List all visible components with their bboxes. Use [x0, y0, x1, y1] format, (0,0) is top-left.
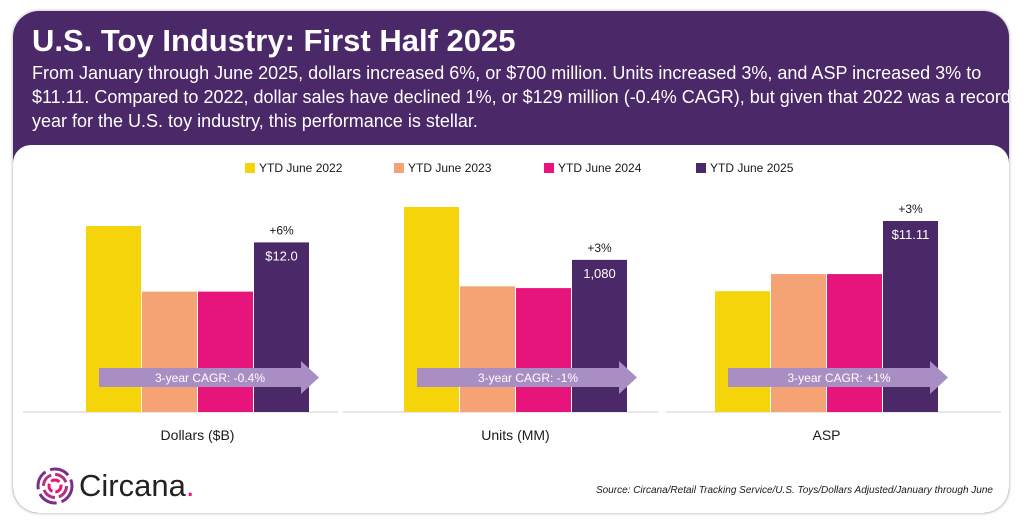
bar-ytd-june-2023 — [771, 274, 826, 412]
data-label: $11.11 — [892, 227, 930, 242]
circana-logo: Circana. — [35, 465, 194, 507]
change-label: +3% — [898, 202, 923, 216]
cagr-label: 3-year CAGR: -0.4% — [155, 371, 265, 385]
legend-label: YTD June 2022 — [259, 161, 343, 175]
bar-ytd-june-2025 — [572, 259, 627, 412]
legend-label: YTD June 2024 — [558, 161, 642, 175]
cagr-label: 3-year CAGR: -1% — [478, 371, 578, 385]
bar-ytd-june-2024 — [827, 274, 882, 412]
circana-wordmark: Circana. — [79, 465, 194, 507]
bar-ytd-june-2023 — [460, 286, 515, 412]
bar-ytd-june-2024 — [516, 288, 571, 412]
legend-label: YTD June 2023 — [408, 161, 492, 175]
chart-panel: YTD June 2022 YTD June 2023 YTD June 2024 Y… — [13, 145, 1009, 513]
bar-ytd-june-2023 — [142, 291, 197, 412]
page-subtitle: From January through June 2025, dollars … — [32, 63, 1009, 131]
circana-swirl-icon — [36, 467, 74, 505]
bar-ytd-june-2024 — [198, 291, 253, 412]
legend-swatch — [544, 163, 554, 173]
cagr-label: 3-year CAGR: +1% — [787, 371, 890, 385]
cagr-arrow — [417, 361, 637, 394]
category-label: ASP — [812, 427, 840, 443]
change-label: +3% — [587, 241, 612, 255]
cagr-arrow — [99, 361, 319, 394]
data-label: $12.0 — [265, 248, 298, 263]
category-label: Units (MM) — [481, 427, 549, 443]
legend-label: YTD June 2025 — [710, 161, 794, 175]
legend-swatch — [696, 163, 706, 173]
category-label: Dollars ($B) — [161, 427, 235, 443]
logo-dot: . — [185, 468, 195, 503]
bar-charts: YTD June 2022 YTD June 2023 YTD June 2024 Y… — [23, 161, 1001, 443]
legend-swatch — [245, 163, 255, 173]
cagr-arrow — [728, 361, 948, 394]
data-label: 1,080 — [583, 266, 616, 281]
legend-swatch — [394, 163, 404, 173]
infographic-card: U.S. Toy Industry: First Half 2025 From … — [13, 11, 1009, 513]
change-label: +6% — [269, 223, 294, 237]
logo-name: Circana — [79, 468, 186, 503]
source-note: Source: Circana/Retail Tracking Service/… — [595, 485, 993, 496]
page-title: U.S. Toy Industry: First Half 2025 — [32, 23, 516, 58]
bar-ytd-june-2022 — [715, 291, 770, 412]
